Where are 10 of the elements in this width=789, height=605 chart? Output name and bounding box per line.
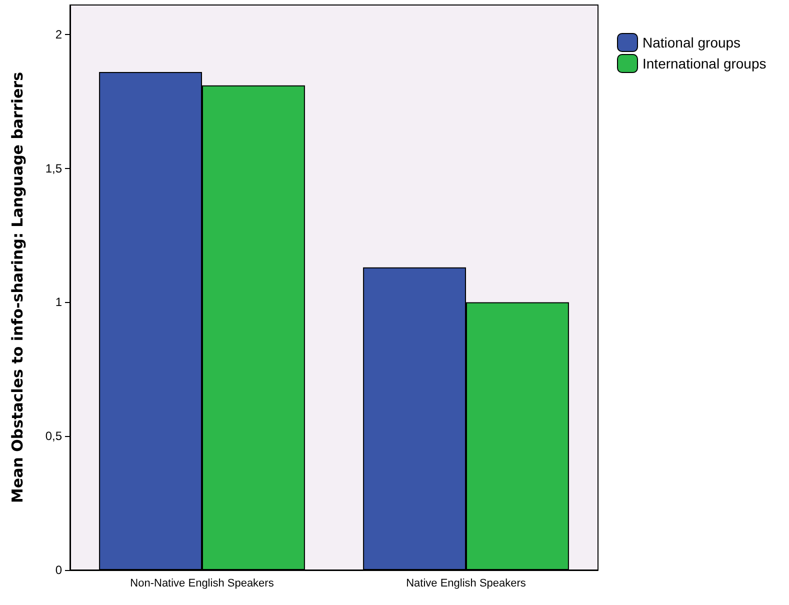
y-tick-label: 2: [55, 27, 62, 42]
y-tick-label: 0: [55, 563, 62, 577]
y-tick-label: 0,5: [45, 429, 62, 444]
y-tick-label: 1,5: [45, 161, 62, 176]
legend-label: National groups: [642, 34, 741, 50]
x-tick-label: Native English Speakers: [406, 578, 526, 590]
x-tick-label: Non-Native English Speakers: [130, 578, 274, 590]
y-axis-title: Mean Obstacles to info-sharing: Language barriers: [8, 72, 26, 503]
legend-label: International groups: [642, 56, 766, 72]
y-tick-label: 1: [55, 295, 62, 310]
